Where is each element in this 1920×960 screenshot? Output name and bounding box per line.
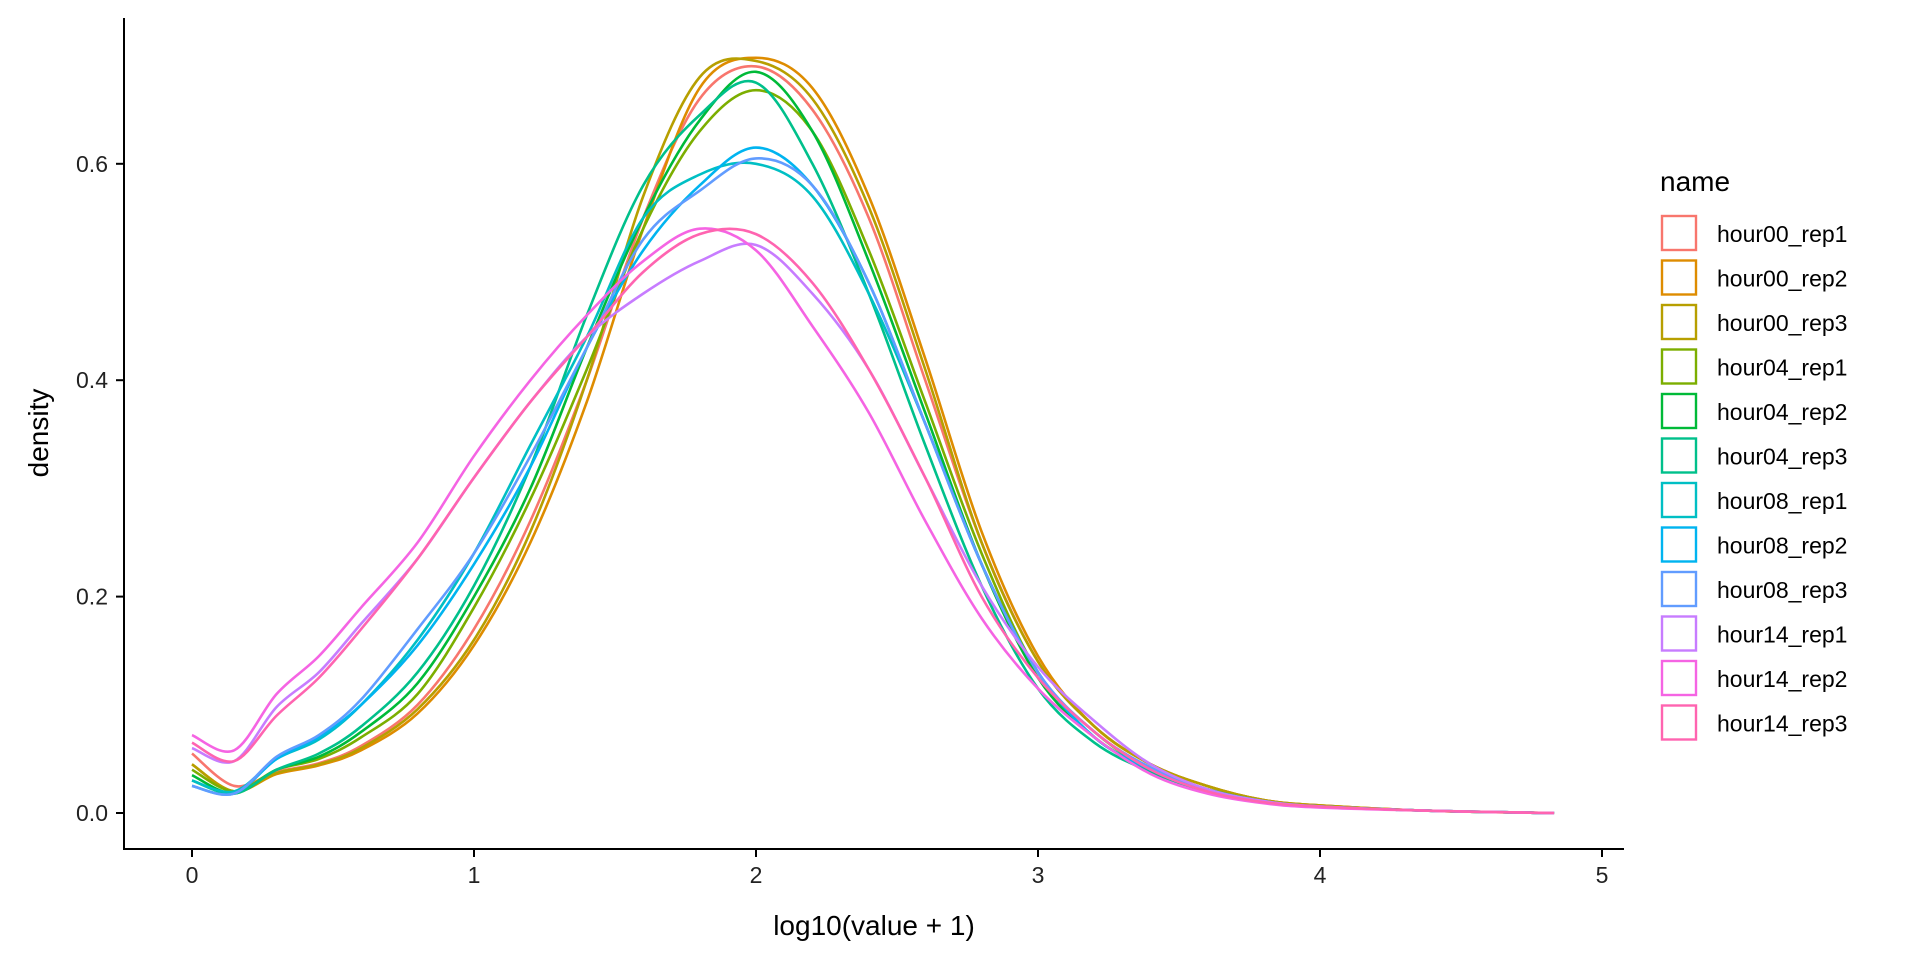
- x-tick-label: 0: [186, 862, 199, 888]
- legend-item: hour04_rep1: [1660, 348, 1847, 385]
- legend-key: [1660, 615, 1698, 652]
- x-tick-label: 3: [1032, 862, 1045, 888]
- legend-key: [1660, 259, 1698, 296]
- legend-label: hour00_rep3: [1717, 310, 1847, 336]
- density-line-hour00-rep3: [191, 57, 1555, 815]
- density-curves: [191, 56, 1555, 815]
- legend-item: hour00_rep1: [1660, 214, 1847, 252]
- y-tick-label: 0.6: [76, 151, 108, 177]
- density-line-hour14-rep2: [191, 227, 1555, 815]
- density-line-hour14-rep1: [191, 242, 1555, 815]
- legend-label: hour04_rep2: [1717, 399, 1847, 425]
- legend-label: hour14_rep3: [1717, 711, 1847, 737]
- y-tick-label: 0.0: [76, 800, 108, 826]
- legend-label: hour14_rep1: [1717, 622, 1847, 648]
- legend-item: hour14_rep1: [1660, 615, 1847, 652]
- legend-label: hour08_rep1: [1717, 488, 1847, 514]
- legend: name hour00_rep1 hour00_rep2 hour00_rep3ho…: [1660, 166, 1847, 741]
- legend-key: [1660, 392, 1698, 430]
- density-line-hour14-rep3: [191, 227, 1555, 815]
- legend-item: hour04_rep3: [1660, 437, 1847, 474]
- legend-label: hour14_rep2: [1717, 666, 1847, 692]
- legend-label: hour04_rep1: [1717, 355, 1847, 381]
- x-axis-title: log10(value + 1): [773, 910, 975, 941]
- legend-item: hour08_rep1: [1660, 481, 1847, 519]
- density-line-hour00-rep1: [191, 64, 1555, 815]
- legend-item: hour00_rep2: [1660, 259, 1847, 296]
- legend-item: hour08_rep3: [1660, 570, 1847, 608]
- x-tick-label: 4: [1314, 862, 1327, 888]
- legend-key: [1660, 303, 1698, 341]
- legend-key: [1660, 659, 1698, 697]
- legend-label: hour08_rep2: [1717, 533, 1847, 559]
- legend-label: hour08_rep3: [1717, 577, 1847, 603]
- density-line-hour04-rep2: [191, 70, 1555, 815]
- legend-label: hour04_rep3: [1717, 444, 1847, 470]
- legend-key: [1660, 526, 1698, 563]
- legend-item: hour14_rep3: [1660, 704, 1847, 741]
- legend-item: hour14_rep2: [1660, 659, 1847, 697]
- y-ticks: 0.0 0.2 0.4 0.6: [76, 151, 124, 826]
- legend-title: name: [1660, 166, 1730, 197]
- legend-key: [1660, 704, 1698, 741]
- legend-label: hour00_rep1: [1717, 221, 1847, 247]
- legend-key: [1660, 481, 1698, 519]
- legend-item: hour08_rep2: [1660, 526, 1847, 563]
- legend-key: [1660, 214, 1698, 252]
- x-tick-label: 1: [468, 862, 481, 888]
- legend-key: [1660, 348, 1698, 385]
- y-tick-label: 0.2: [76, 584, 108, 610]
- density-line-hour00-rep2: [191, 56, 1555, 815]
- legend-key: [1660, 570, 1698, 608]
- y-tick-label: 0.4: [76, 367, 108, 393]
- y-axis-title: density: [23, 389, 54, 478]
- x-ticks: 0 1 2 3 4 5: [186, 849, 1609, 888]
- legend-item: hour04_rep2: [1660, 392, 1847, 430]
- x-tick-label: 5: [1596, 862, 1609, 888]
- legend-item: hour00_rep3: [1660, 303, 1847, 341]
- legend-key: [1660, 437, 1698, 474]
- x-tick-label: 2: [750, 862, 763, 888]
- legend-label: hour00_rep2: [1717, 266, 1847, 292]
